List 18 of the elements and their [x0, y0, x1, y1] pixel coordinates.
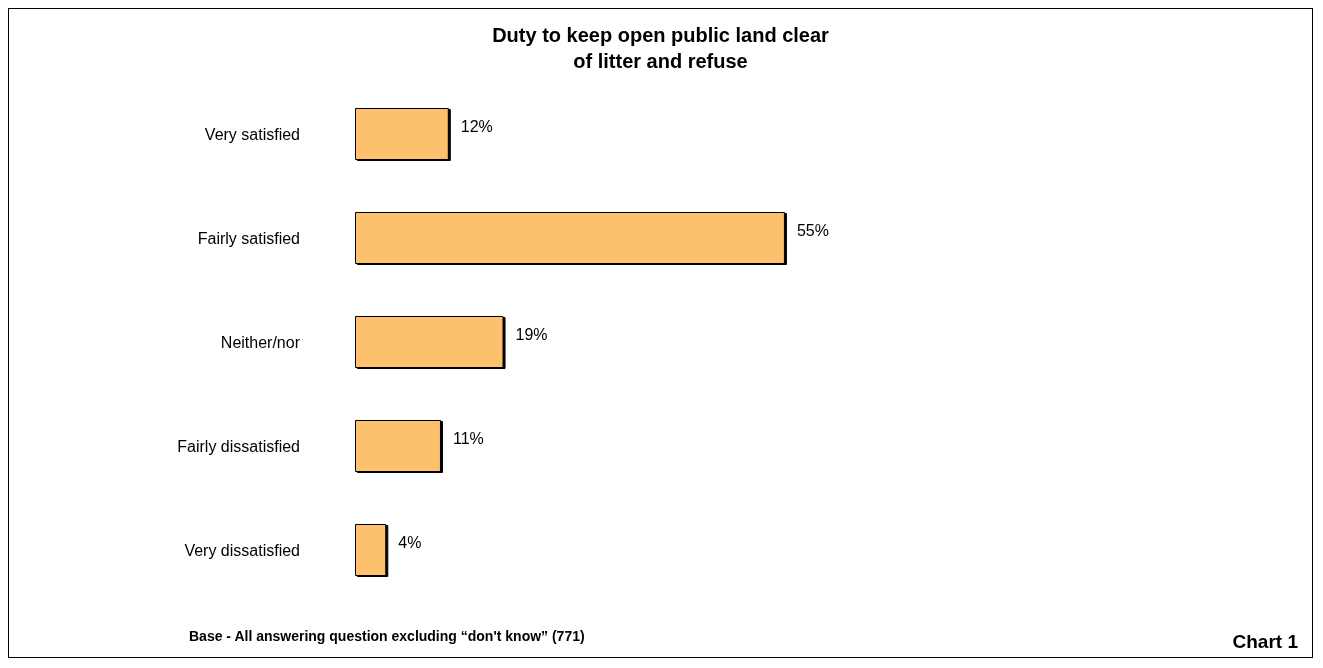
- bar: [355, 108, 449, 160]
- caption: Chart 1: [1232, 631, 1299, 652]
- y-tick-label: Very dissatisfied: [184, 541, 300, 559]
- bar: [355, 212, 785, 264]
- bar: [355, 524, 387, 576]
- data-label: 11%: [452, 429, 484, 447]
- bar: [355, 420, 441, 472]
- y-tick-label: Neither/nor: [220, 333, 301, 351]
- bar: [355, 316, 504, 368]
- data-label: 19%: [515, 325, 548, 343]
- text: Base - All answering question excluding “don't know” (771): [189, 628, 585, 644]
- chart-title: Duty to keep open public land clear of litter and refuse: [492, 24, 830, 72]
- y-tick-label: Very satisfied: [204, 125, 300, 143]
- y-tick-label: Fairly dissatisfied: [177, 437, 300, 455]
- y-tick-label: Fairly satisfied: [197, 229, 300, 247]
- data-label: 4%: [398, 533, 422, 551]
- data-label: 55%: [796, 221, 829, 239]
- data-label: 12%: [460, 117, 493, 135]
